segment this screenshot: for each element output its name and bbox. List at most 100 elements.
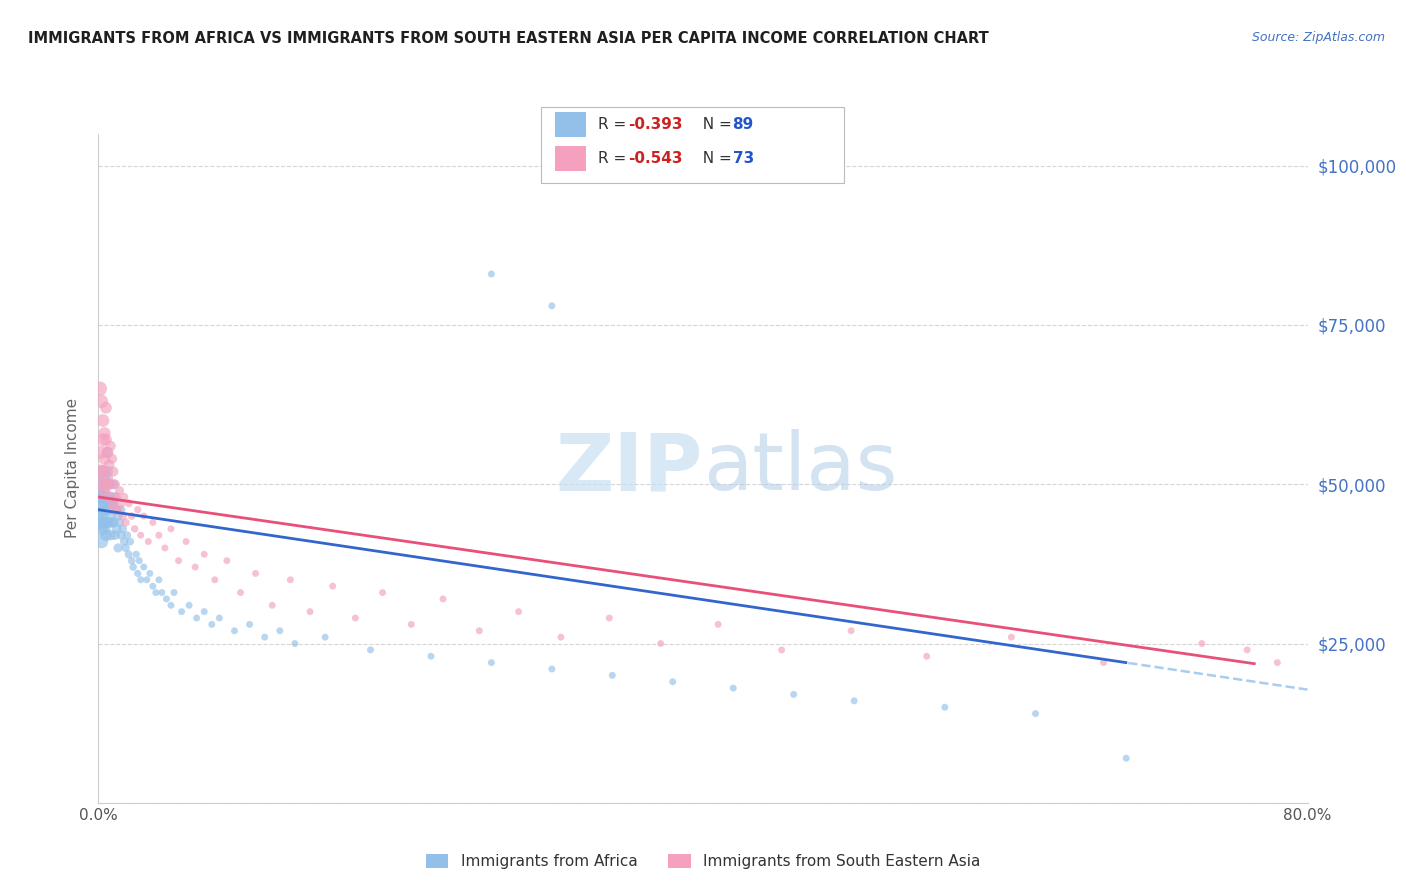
Point — [934, 700, 956, 714]
Point — [89, 502, 111, 516]
Point — [481, 267, 503, 281]
Text: 89: 89 — [733, 118, 754, 132]
Point — [93, 522, 115, 536]
Text: R =: R = — [598, 118, 631, 132]
Point — [100, 439, 122, 453]
Point — [215, 554, 238, 568]
Point — [179, 599, 201, 613]
Point — [93, 502, 115, 516]
Point — [360, 643, 382, 657]
Point — [508, 605, 530, 619]
Point — [204, 573, 226, 587]
Point — [101, 516, 124, 530]
Point — [96, 502, 118, 516]
Point — [94, 401, 117, 415]
Point — [120, 534, 142, 549]
Point — [90, 534, 112, 549]
Point — [1000, 630, 1022, 644]
Point — [170, 605, 193, 619]
Point — [844, 694, 866, 708]
Point — [127, 502, 149, 516]
Point — [322, 579, 344, 593]
Point — [155, 591, 177, 606]
Point — [105, 490, 128, 504]
Point — [94, 433, 117, 447]
Point — [100, 477, 122, 491]
Point — [770, 643, 793, 657]
Point — [121, 554, 143, 568]
Point — [468, 624, 491, 638]
Point — [128, 554, 150, 568]
Text: atlas: atlas — [703, 429, 897, 508]
Point — [96, 471, 118, 485]
Point — [432, 591, 454, 606]
Point — [105, 522, 128, 536]
Point — [91, 465, 114, 479]
Point — [662, 674, 685, 689]
Point — [118, 496, 141, 510]
Point — [114, 541, 136, 555]
Point — [91, 465, 114, 479]
Point — [94, 496, 117, 510]
Point — [167, 554, 190, 568]
Text: Source: ZipAtlas.com: Source: ZipAtlas.com — [1251, 31, 1385, 45]
Point — [129, 528, 152, 542]
Point — [115, 528, 138, 542]
Point — [96, 445, 118, 459]
Point — [89, 465, 111, 479]
Point — [1024, 706, 1046, 721]
Point — [121, 509, 143, 524]
Point — [344, 611, 367, 625]
Point — [103, 477, 125, 491]
Point — [104, 477, 127, 491]
Point — [100, 490, 122, 504]
Point — [132, 509, 155, 524]
Point — [481, 656, 503, 670]
Point — [129, 573, 152, 587]
Point — [110, 496, 132, 510]
Point — [114, 516, 136, 530]
Point — [93, 451, 115, 466]
Point — [139, 566, 162, 581]
Point — [239, 617, 262, 632]
Point — [125, 547, 148, 561]
Point — [229, 585, 252, 599]
Point — [110, 528, 132, 542]
Point — [98, 477, 121, 491]
Point — [132, 560, 155, 574]
Point — [104, 490, 127, 504]
Point — [148, 528, 170, 542]
Point — [135, 573, 157, 587]
Point — [253, 630, 276, 644]
Point — [94, 516, 117, 530]
Point — [93, 483, 115, 498]
Point — [160, 522, 183, 536]
Point — [103, 516, 125, 530]
Point — [262, 599, 284, 613]
Point — [98, 516, 121, 530]
Point — [148, 573, 170, 587]
Point — [208, 611, 231, 625]
Point — [103, 465, 125, 479]
Point — [90, 445, 112, 459]
Point — [401, 617, 423, 632]
Point — [101, 496, 124, 510]
Text: R =: R = — [598, 152, 631, 166]
Point — [94, 477, 117, 491]
Point — [90, 509, 112, 524]
Point — [136, 534, 159, 549]
Point — [150, 585, 173, 599]
Point — [91, 413, 114, 427]
Point — [96, 465, 118, 479]
Point — [186, 611, 208, 625]
Point — [193, 605, 215, 619]
Point — [142, 516, 165, 530]
Point — [94, 477, 117, 491]
Point — [269, 624, 291, 638]
Point — [650, 636, 672, 650]
Point — [112, 490, 135, 504]
Point — [118, 547, 141, 561]
Point — [90, 477, 112, 491]
Point — [89, 382, 111, 396]
Point — [94, 528, 117, 542]
